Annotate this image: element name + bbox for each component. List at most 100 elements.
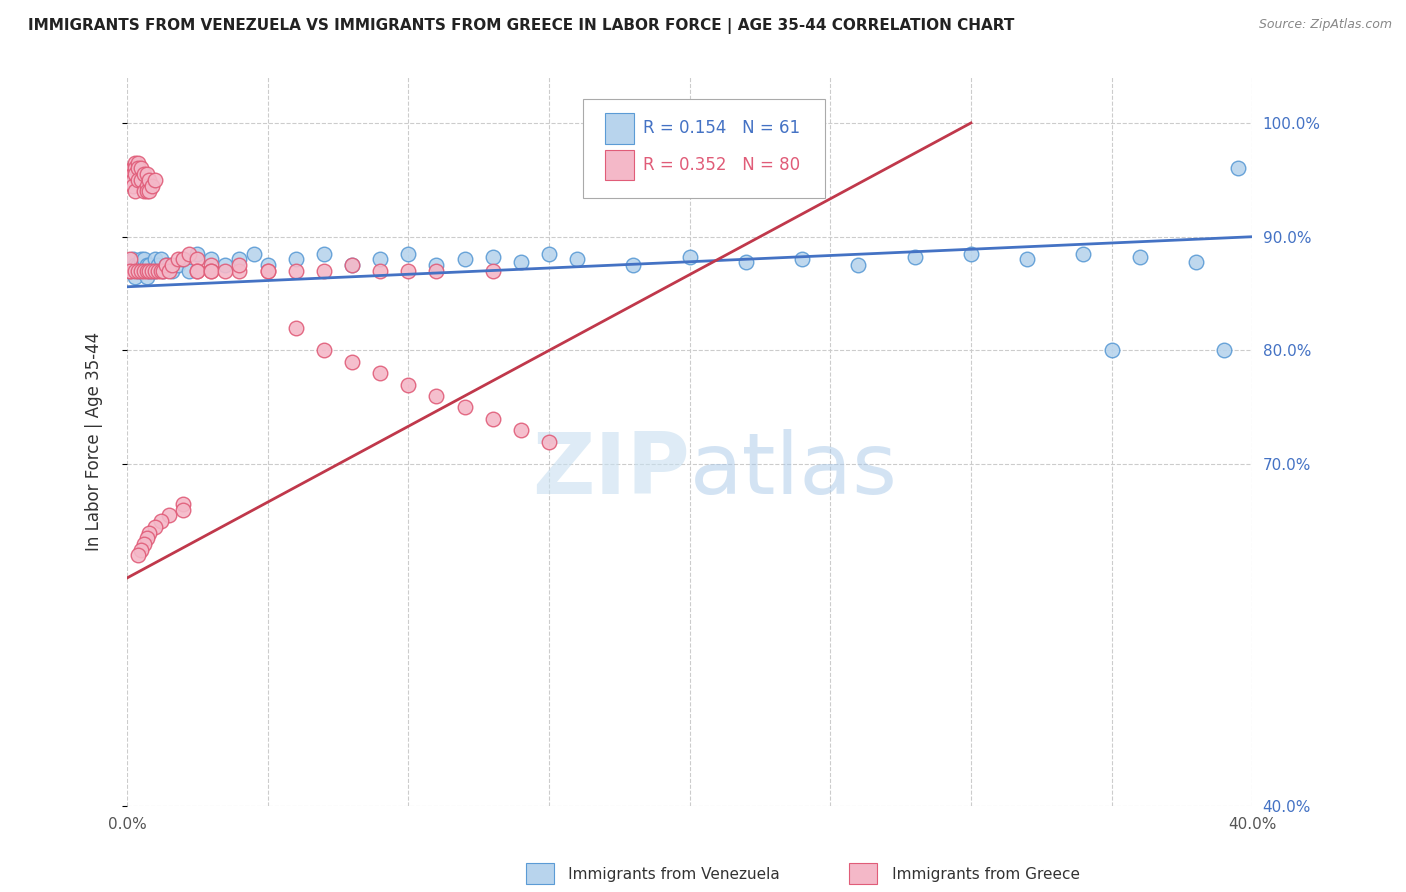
- Point: [678, 250, 700, 264]
- Point: [425, 264, 447, 278]
- Point: [138, 264, 160, 278]
- Point: [121, 161, 143, 176]
- Point: [127, 549, 149, 563]
- Point: [368, 366, 391, 380]
- Point: [312, 343, 335, 358]
- Point: [138, 525, 160, 540]
- Point: [121, 178, 143, 193]
- Point: [146, 258, 169, 272]
- Point: [149, 264, 172, 278]
- Point: [228, 264, 250, 278]
- Point: [127, 264, 149, 278]
- Text: Immigrants from Greece: Immigrants from Greece: [858, 867, 1080, 881]
- Point: [481, 264, 503, 278]
- Point: [129, 258, 152, 272]
- Point: [141, 178, 163, 193]
- Point: [200, 264, 222, 278]
- Point: [132, 264, 155, 278]
- Point: [481, 411, 503, 425]
- Point: [1017, 252, 1039, 267]
- Point: [124, 184, 146, 198]
- Point: [152, 264, 174, 278]
- Point: [509, 423, 531, 437]
- Point: [135, 178, 157, 193]
- Point: [1073, 247, 1095, 261]
- Point: [155, 258, 177, 272]
- Point: [157, 508, 180, 523]
- Point: [166, 252, 188, 267]
- Point: [118, 252, 141, 267]
- Point: [256, 264, 278, 278]
- Point: [1185, 254, 1208, 268]
- Point: [141, 264, 163, 278]
- Point: [157, 264, 180, 278]
- Point: [118, 264, 141, 278]
- Point: [124, 258, 146, 272]
- Point: [1101, 343, 1123, 358]
- Point: [138, 173, 160, 187]
- Point: [453, 401, 475, 415]
- Point: [160, 258, 183, 272]
- Point: [172, 252, 194, 267]
- Point: [481, 250, 503, 264]
- Point: [368, 252, 391, 267]
- Point: [143, 252, 166, 267]
- FancyBboxPatch shape: [605, 150, 634, 180]
- Point: [621, 258, 644, 272]
- Point: [129, 173, 152, 187]
- Text: atlas: atlas: [689, 429, 897, 512]
- Point: [396, 264, 419, 278]
- Point: [138, 184, 160, 198]
- Point: [124, 269, 146, 284]
- Point: [200, 252, 222, 267]
- Point: [256, 258, 278, 272]
- Point: [143, 264, 166, 278]
- Point: [396, 247, 419, 261]
- Point: [396, 377, 419, 392]
- Point: [734, 254, 756, 268]
- Point: [242, 247, 264, 261]
- Point: [340, 258, 363, 272]
- Point: [537, 247, 560, 261]
- Point: [340, 258, 363, 272]
- Point: [537, 434, 560, 449]
- Point: [127, 258, 149, 272]
- Point: [228, 252, 250, 267]
- Text: ZIP: ZIP: [531, 429, 689, 512]
- Point: [121, 167, 143, 181]
- Point: [340, 355, 363, 369]
- Point: [118, 258, 141, 272]
- Point: [177, 264, 200, 278]
- Point: [200, 264, 222, 278]
- Point: [172, 503, 194, 517]
- Point: [509, 254, 531, 268]
- Point: [124, 264, 146, 278]
- FancyBboxPatch shape: [605, 113, 634, 144]
- Point: [124, 155, 146, 169]
- Point: [256, 264, 278, 278]
- Y-axis label: In Labor Force | Age 35-44: In Labor Force | Age 35-44: [86, 332, 103, 551]
- Point: [186, 247, 208, 261]
- Point: [284, 320, 307, 334]
- Point: [160, 264, 183, 278]
- Point: [129, 161, 152, 176]
- Point: [121, 252, 143, 267]
- Point: [368, 264, 391, 278]
- Point: [129, 252, 152, 267]
- Point: [228, 258, 250, 272]
- Point: [143, 173, 166, 187]
- Text: R = 0.352   N = 80: R = 0.352 N = 80: [644, 156, 800, 174]
- Point: [118, 264, 141, 278]
- Text: Immigrants from Venezuela: Immigrants from Venezuela: [534, 867, 780, 881]
- Point: [124, 167, 146, 181]
- Point: [135, 258, 157, 272]
- Point: [135, 269, 157, 284]
- Point: [155, 258, 177, 272]
- Point: [118, 264, 141, 278]
- Point: [166, 258, 188, 272]
- Point: [135, 167, 157, 181]
- Point: [129, 264, 152, 278]
- Point: [135, 184, 157, 198]
- Point: [848, 258, 870, 272]
- Point: [792, 252, 814, 267]
